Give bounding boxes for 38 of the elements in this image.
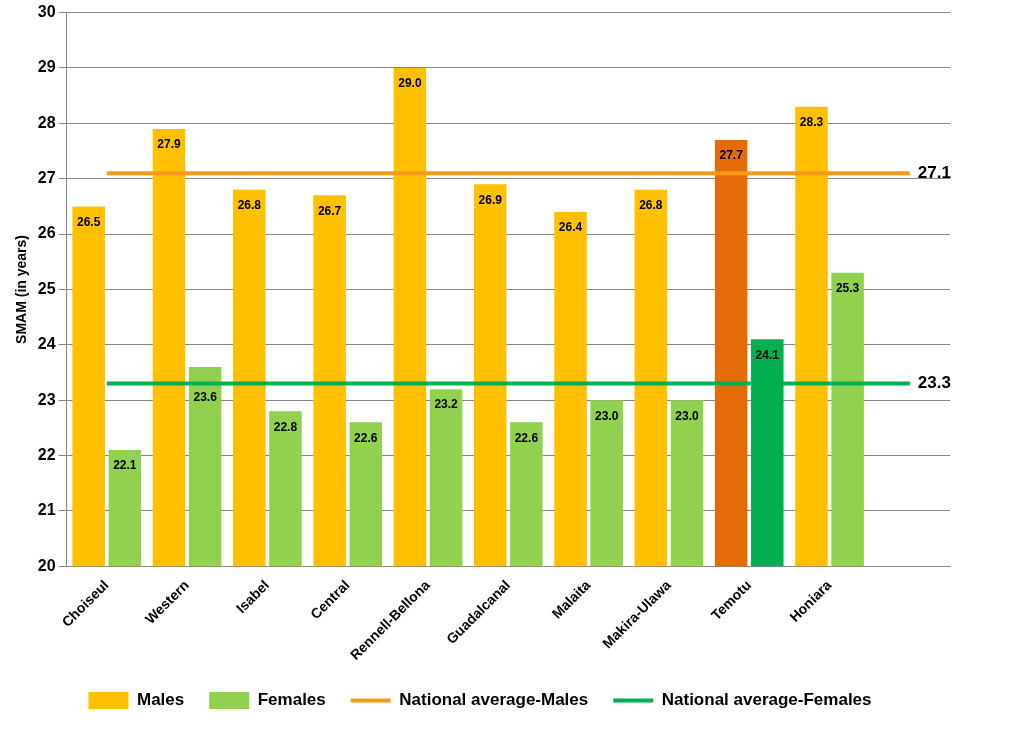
legend-label: National average-Males: [399, 690, 589, 710]
data-label: 22.6: [514, 430, 539, 445]
y-tick-label: 26: [37, 224, 56, 242]
data-label: 23.0: [595, 408, 619, 423]
data-label: 27.7: [719, 148, 744, 163]
y-tick-label: 24: [37, 335, 56, 353]
data-label: 28.3: [799, 115, 824, 130]
data-label: 22.6: [354, 430, 378, 445]
data-label: 25.3: [835, 281, 860, 296]
data-label: 26.8: [639, 198, 663, 213]
data-label: 26.4: [558, 220, 583, 235]
data-label: 22.1: [113, 458, 137, 473]
y-tick-label: 21: [37, 501, 56, 519]
y-tick-label: 27: [37, 169, 56, 187]
y-tick-label: 23: [37, 390, 56, 408]
y-tick-label: 28: [37, 113, 56, 131]
y-tick-label: 29: [37, 58, 56, 76]
data-label: 23.2: [434, 397, 459, 412]
y-tick-label: 25: [37, 279, 56, 297]
y-tick-label: 22: [37, 445, 56, 463]
data-label: 26.9: [478, 192, 503, 207]
legend-label: National average-Females: [661, 690, 872, 710]
data-label: 26.5: [77, 214, 101, 229]
data-label: 22.8: [273, 419, 298, 434]
data-label: 29.0: [398, 76, 422, 91]
data-label: 23.0: [675, 408, 699, 423]
data-label: 26.8: [237, 198, 262, 213]
data-label: 27.9: [157, 137, 181, 152]
data-label: 27.1: [917, 162, 951, 182]
y-tick-label: 20: [37, 556, 56, 574]
legend-label: Males: [136, 690, 185, 710]
data-label: 24.1: [755, 347, 780, 362]
data-label: 23.3: [917, 373, 951, 393]
legend-label: Females: [257, 690, 326, 710]
data-label: 26.7: [317, 203, 342, 218]
y-tick-label: 30: [37, 3, 56, 21]
data-label: 23.6: [193, 389, 218, 404]
y-axis-title: SMAM (in years): [13, 235, 30, 344]
